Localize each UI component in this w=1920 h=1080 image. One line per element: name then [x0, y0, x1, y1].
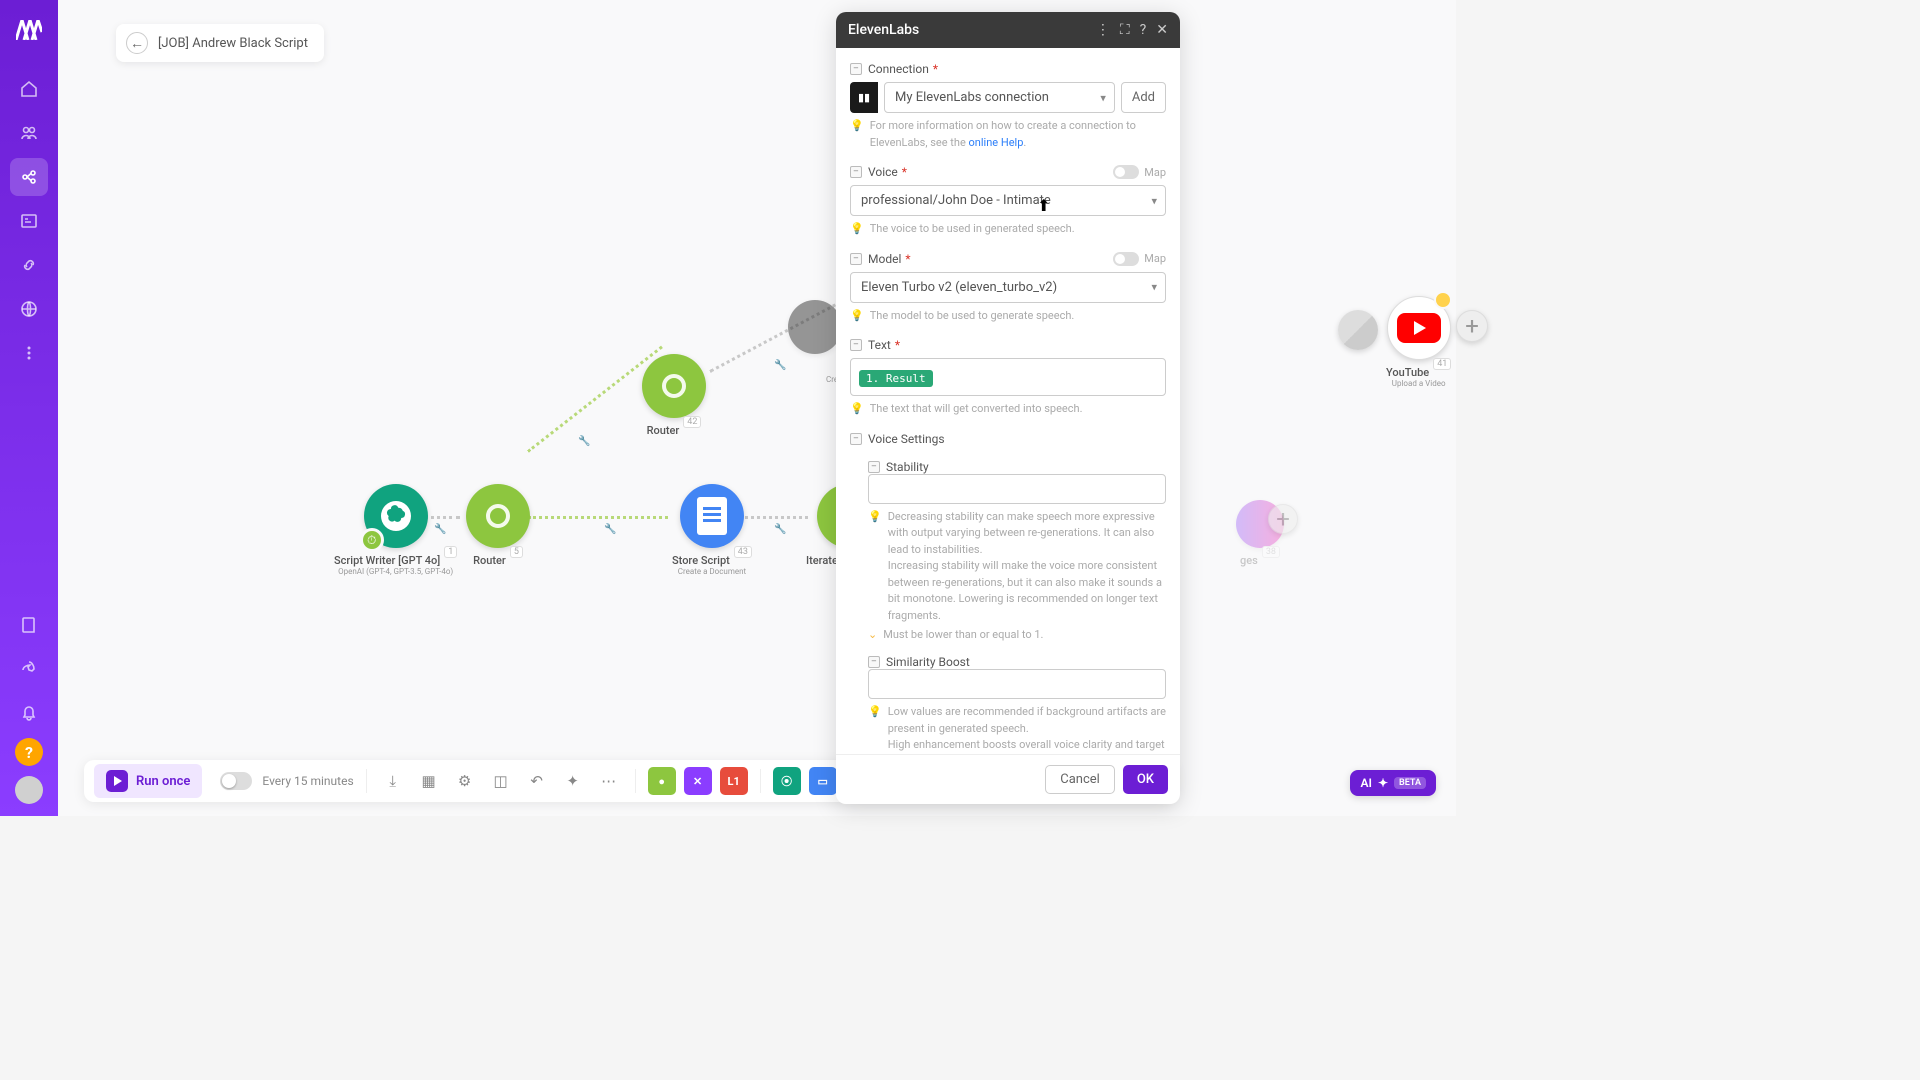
nav-team-icon[interactable]	[10, 114, 48, 152]
panel-title: ElevenLabs	[848, 22, 919, 38]
toolbar-export-icon[interactable]: ⤓	[379, 767, 407, 795]
panel-expand-icon[interactable]: ⛶	[1120, 22, 1130, 38]
scenario-canvas[interactable]: ← [JOB] Andrew Black Script 🔧 🔧 🔧 🔧 🔧 ⏱ …	[58, 0, 1456, 816]
run-once-button[interactable]: Run once	[94, 764, 202, 798]
node-shadow	[788, 300, 842, 354]
collapse-toggle[interactable]: –	[850, 63, 862, 75]
collapse-toggle[interactable]: –	[850, 433, 862, 445]
node-add-right[interactable]: +	[1456, 310, 1488, 342]
nav-docs-icon[interactable]	[10, 606, 48, 644]
nav-more-icon[interactable]	[10, 334, 48, 372]
add-connection-button[interactable]: Add	[1121, 82, 1166, 113]
ok-button[interactable]: OK	[1123, 765, 1168, 794]
wrench-icon[interactable]: 🔧	[578, 436, 590, 447]
connector	[528, 516, 668, 519]
online-help-link[interactable]: online Help	[969, 136, 1024, 149]
panel-close-icon[interactable]: ✕	[1156, 22, 1168, 38]
nav-scenarios-icon[interactable]	[10, 158, 48, 196]
schedule-label: Every 15 minutes	[262, 774, 353, 788]
nav-help-icon[interactable]: ?	[15, 738, 43, 766]
collapse-toggle[interactable]: –	[868, 656, 880, 668]
map-toggle[interactable]	[1113, 252, 1139, 266]
field-connection: –Connection* ▮▮ My ElevenLabs connection…	[850, 62, 1166, 151]
connection-app-icon: ▮▮	[850, 82, 878, 113]
node-docs[interactable]: Store Script43 Create a Document	[672, 484, 752, 576]
breadcrumb-title: [JOB] Andrew Black Script	[158, 36, 308, 51]
map-toggle[interactable]	[1113, 165, 1139, 179]
node-router-2[interactable]: Router42	[642, 354, 706, 437]
panel-help-icon[interactable]: ?	[1140, 22, 1147, 38]
voice-select[interactable]: professional/John Doe - Intimate	[850, 185, 1166, 216]
ai-assistant-button[interactable]: AI ✦ BETA	[1350, 770, 1436, 796]
toolbar-more-icon[interactable]: ⋯	[595, 767, 623, 795]
back-button[interactable]: ←	[126, 32, 148, 54]
toolbar-chip-docs[interactable]: ▭	[809, 767, 837, 795]
nav-templates-icon[interactable]	[10, 202, 48, 240]
node-add-left[interactable]	[1338, 310, 1378, 350]
toolbar-chip-red[interactable]: L1	[720, 767, 748, 795]
text-input[interactable]: 1. Result	[850, 358, 1166, 396]
breadcrumb: ← [JOB] Andrew Black Script	[116, 24, 324, 62]
sparkle-icon: ✦	[1378, 776, 1388, 790]
toolbar-chip-openai[interactable]: ⦿	[773, 767, 801, 795]
nav-home-icon[interactable]	[10, 70, 48, 108]
toolbar-chip-green[interactable]: ●	[648, 767, 676, 795]
node-youtube[interactable]: YouTube41 Upload a Video	[1386, 296, 1451, 388]
wrench-icon[interactable]: 🔧	[774, 360, 786, 371]
collapse-toggle[interactable]: –	[850, 166, 862, 178]
toolbar-notes-icon[interactable]: ◫	[487, 767, 515, 795]
clock-badge-icon: ⏱	[360, 528, 384, 552]
schedule-toggle[interactable]	[220, 772, 252, 790]
node-add-images[interactable]: +	[1268, 504, 1298, 534]
panel-footer: Cancel OK	[836, 754, 1180, 804]
field-text: –Text* 1. Result 💡The text that will get…	[850, 338, 1166, 418]
field-model: –Model* Map Eleven Turbo v2 (eleven_turb…	[850, 252, 1166, 325]
field-stability: –Stability 💡Decreasing stability can mak…	[868, 460, 1166, 642]
bell-badge-icon	[1434, 291, 1452, 309]
nav-bell-icon[interactable]	[10, 694, 48, 732]
toolbar-settings-icon[interactable]: ⚙	[451, 767, 479, 795]
wrench-icon[interactable]: 🔧	[604, 524, 616, 535]
nav-webhooks-icon[interactable]	[10, 290, 48, 328]
app-logo[interactable]	[16, 20, 42, 40]
node-router-1[interactable]: Router5	[466, 484, 530, 567]
left-nav-rail: ?	[0, 0, 58, 816]
model-select[interactable]: Eleven Turbo v2 (eleven_turbo_v2)	[850, 272, 1166, 303]
field-voice: –Voice* Map professional/John Doe - Inti…	[850, 165, 1166, 238]
collapse-toggle[interactable]: –	[850, 253, 862, 265]
node-openai[interactable]: ⏱ Script Writer [GPT 4o]1 OpenAI (GPT-4,…	[334, 484, 457, 576]
field-similarity: –Similarity Boost 💡Low values are recomm…	[868, 655, 1166, 754]
nav-avatar[interactable]	[15, 776, 43, 804]
cancel-button[interactable]: Cancel	[1045, 765, 1115, 794]
nav-rocket-icon[interactable]	[10, 650, 48, 688]
wrench-icon[interactable]: 🔧	[774, 524, 786, 535]
toolbar-wand-icon[interactable]: ✦	[559, 767, 587, 795]
connection-select[interactable]: My ElevenLabs connection	[884, 82, 1115, 113]
play-icon	[106, 770, 128, 792]
nav-connections-icon[interactable]	[10, 246, 48, 284]
stability-input[interactable]	[868, 474, 1166, 504]
panel-header: ElevenLabs ⋮ ⛶ ? ✕	[836, 12, 1180, 48]
toolbar-calendar-icon[interactable]: ▦	[415, 767, 443, 795]
toolbar-undo-icon[interactable]: ↶	[523, 767, 551, 795]
collapse-toggle[interactable]: –	[850, 339, 862, 351]
panel-menu-icon[interactable]: ⋮	[1096, 22, 1110, 38]
toolbar-chip-purple[interactable]: ✕	[684, 767, 712, 795]
similarity-input[interactable]	[868, 669, 1166, 699]
mapping-token[interactable]: 1. Result	[859, 370, 933, 387]
collapse-toggle[interactable]: –	[868, 461, 880, 473]
config-panel: ElevenLabs ⋮ ⛶ ? ✕ –Connection* ▮▮ My El…	[836, 12, 1180, 804]
field-voice-settings: –Voice Settings	[850, 432, 1166, 446]
